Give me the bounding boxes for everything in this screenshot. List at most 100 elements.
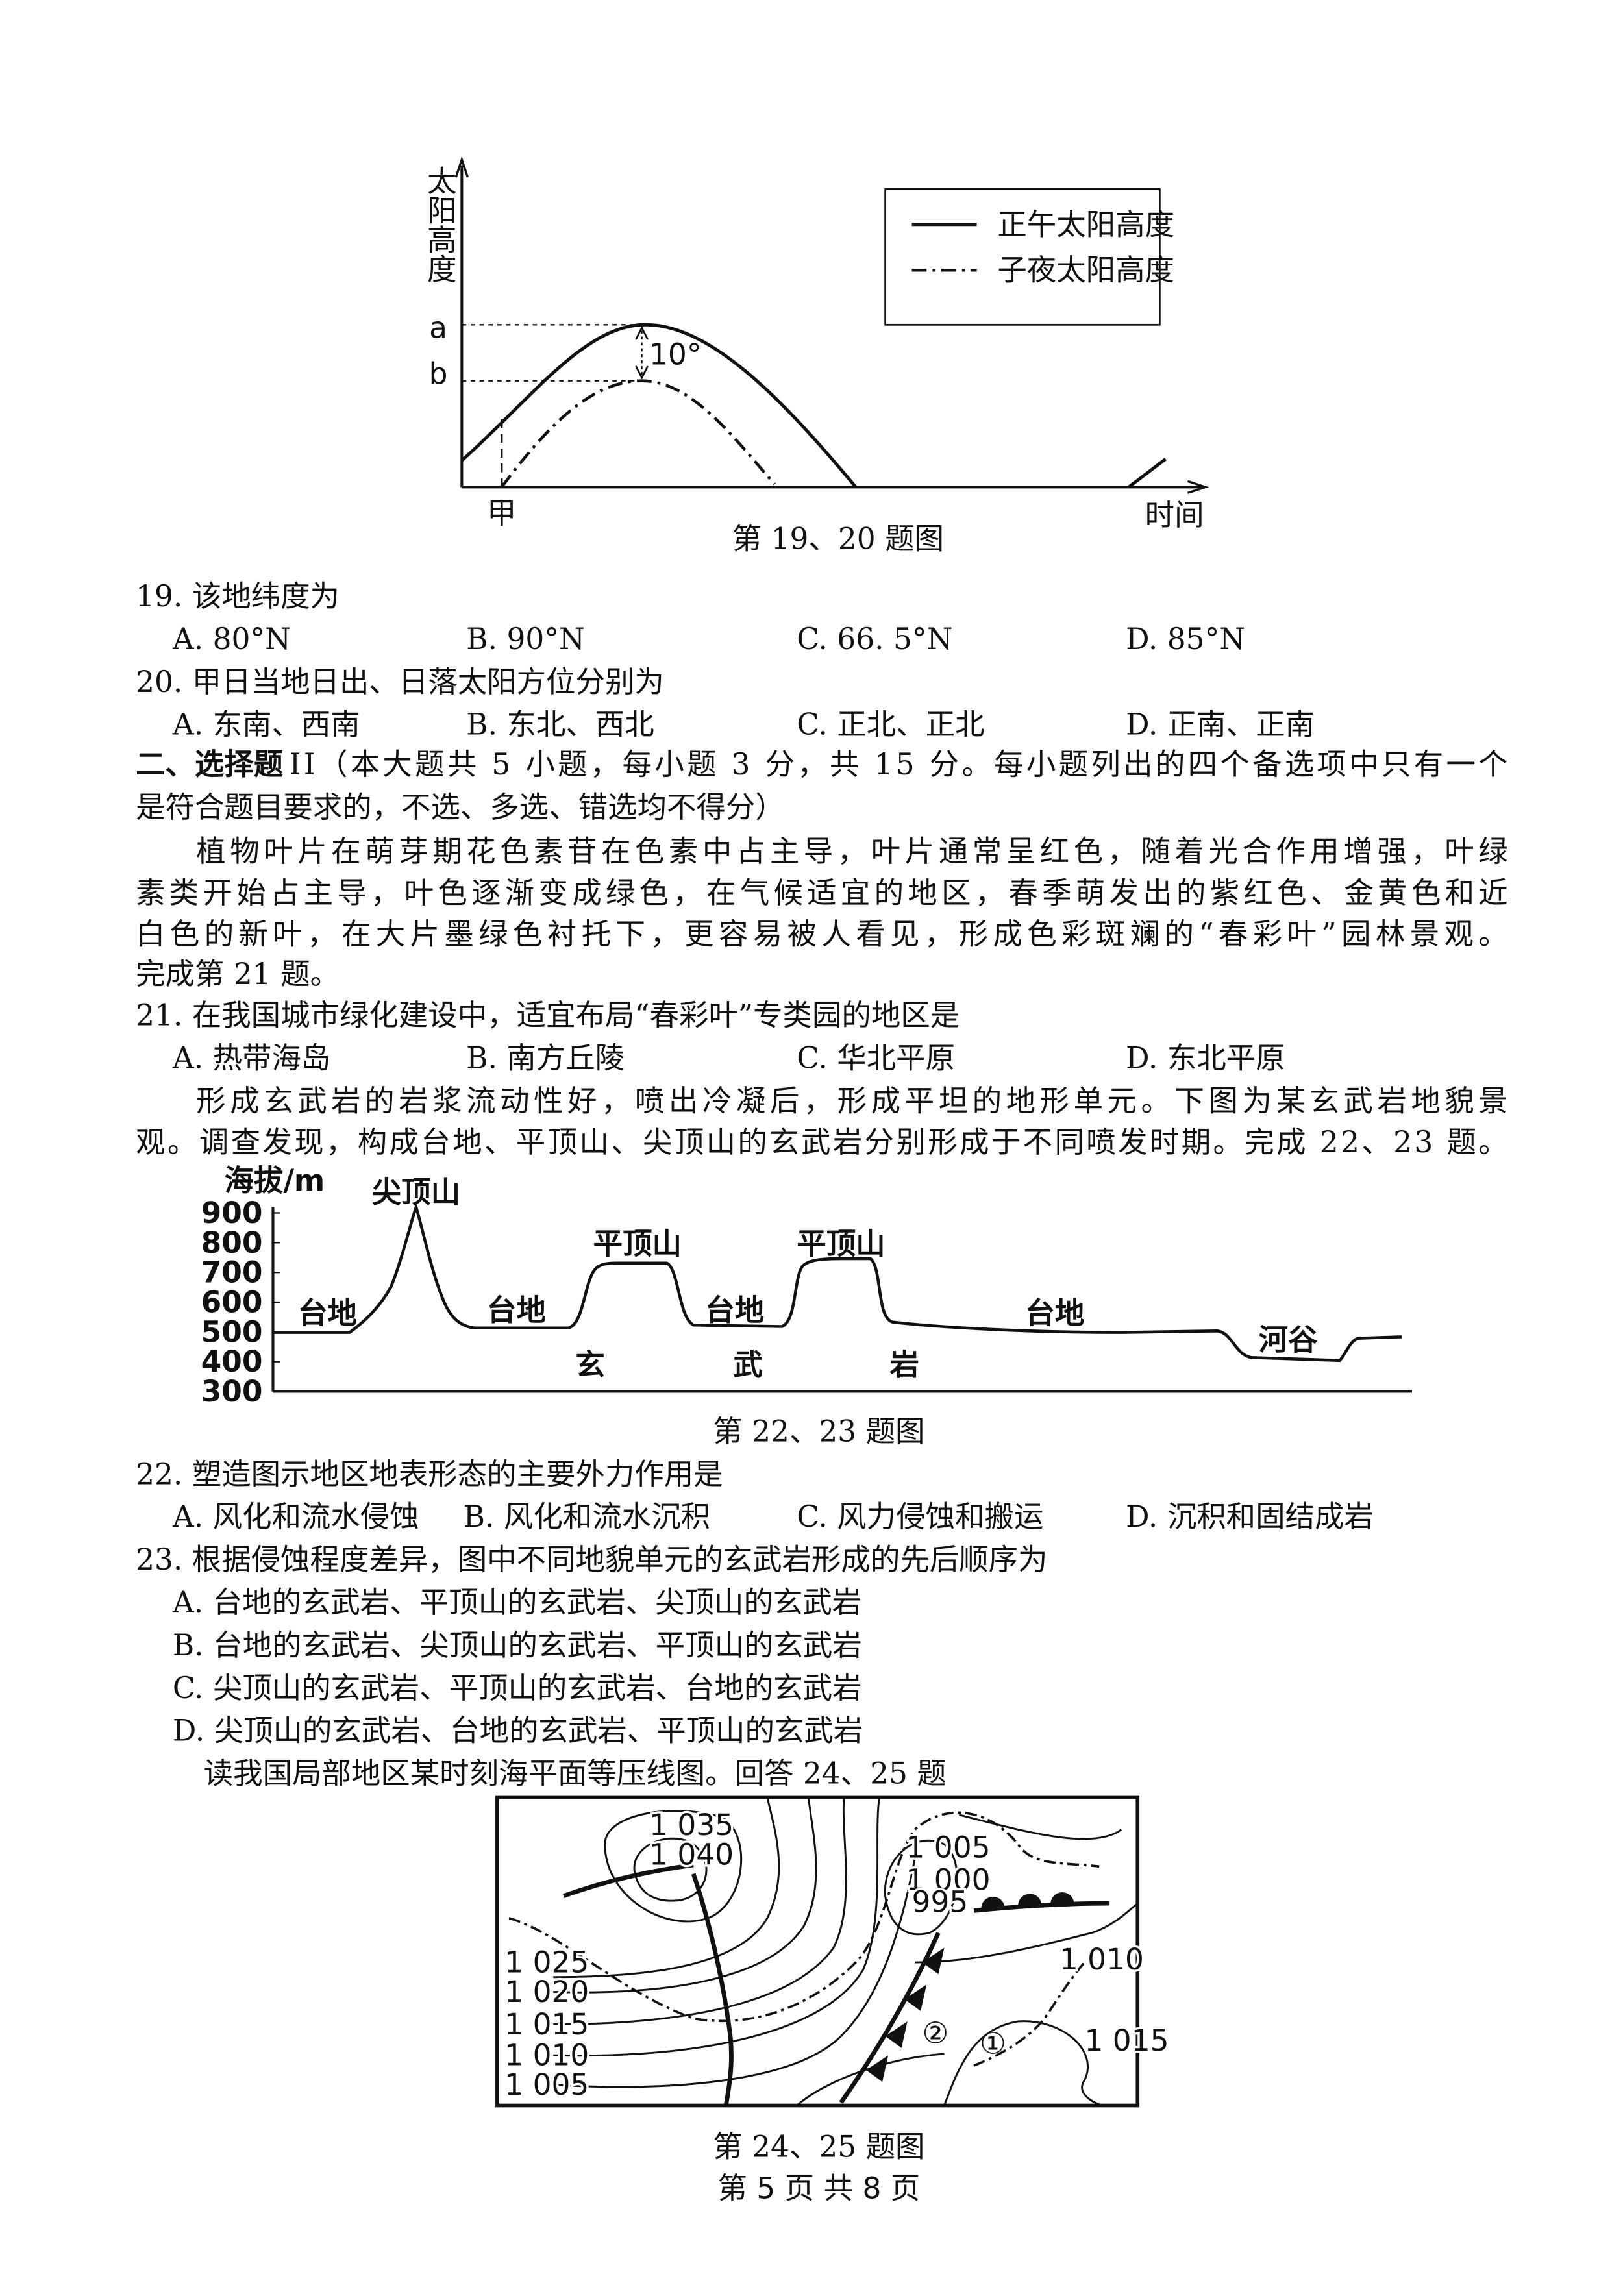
- isobar-label: 1 020: [504, 1975, 589, 2009]
- passage-line: 完成第 21 题。: [136, 957, 340, 991]
- figure-caption: 第 24、25 题图: [713, 2130, 924, 2164]
- rock-label: 岩: [889, 1348, 919, 1382]
- option: B. 台地的玄武岩、尖顶山的玄武岩、平顶山的玄武岩: [173, 1628, 862, 1662]
- peak-label: 尖顶山: [372, 1175, 460, 1209]
- point-label: ①: [980, 2027, 1006, 2061]
- option: C. 风力侵蚀和搬运: [797, 1500, 1043, 1534]
- passage-line: 形成玄武岩的岩浆流动性好，喷出冷凝后，形成平坦的地形单元。下图为某玄武岩地貌景: [196, 1083, 1507, 1118]
- isobar-label: 1 005: [504, 2068, 589, 2102]
- isobar-label: 1 000: [906, 1862, 990, 1897]
- angle-arrow-heads: [635, 325, 649, 380]
- option: A. 80°N: [172, 622, 291, 656]
- isobar: [553, 1797, 847, 2025]
- x-axis-label: 时间: [1145, 498, 1204, 532]
- legend-box: [884, 188, 1161, 326]
- isobar-label: 1 005: [906, 1830, 990, 1864]
- plateau-label: 台地: [298, 1296, 357, 1331]
- isobar-label: 1 015: [504, 2007, 589, 2042]
- passage-line: 白色的新叶，在大片墨绿色衬托下，更容易被人看见，形成色彩斑斓的“春彩叶”园林景观…: [136, 917, 1508, 951]
- isobar: [915, 1903, 1139, 1964]
- legend-label: 正午太阳高度: [997, 207, 1174, 241]
- option: B. 东北、西北: [466, 708, 654, 742]
- isobar: [958, 1814, 1122, 1840]
- y-axis-label: 海拔/m: [224, 1163, 325, 1198]
- legend-label: 子夜太阳高度: [997, 253, 1174, 288]
- isobar: [553, 1797, 881, 2057]
- plateau-label: 台地: [1026, 1296, 1085, 1331]
- isobar-label: 1 040: [649, 1838, 734, 1872]
- option: A. 东南、西南: [172, 708, 360, 742]
- page-footer: 第 5 页 共 8 页: [717, 2171, 920, 2205]
- option: D. 尖顶山的玄武岩、台地的玄武岩、平顶山的玄武岩: [173, 1714, 863, 1748]
- option: D. 正南、正南: [1126, 708, 1315, 742]
- isobar: [553, 1797, 780, 1979]
- y-tick-label: 700: [201, 1255, 263, 1290]
- warm-front-bumps: [981, 1892, 1074, 1910]
- question-stem: 20. 甲日当地日出、日落太阳方位分别为: [136, 665, 664, 699]
- question-stem: 19. 该地纬度为: [136, 579, 340, 613]
- question-stem: 21. 在我国城市绿化建设中，适宜布局“春彩叶”专类园的地区是: [136, 998, 960, 1032]
- option: B. 南方丘陵: [466, 1041, 625, 1075]
- option: A. 热带海岛: [172, 1041, 330, 1075]
- option: C. 尖顶山的玄武岩、平顶山的玄武岩、台地的玄武岩: [173, 1671, 862, 1705]
- isobar: [884, 1839, 958, 1936]
- isobar-label: 995: [912, 1884, 969, 1919]
- label-a: a: [429, 310, 447, 345]
- passage-line: 素类开始占主导，叶色逐渐变成绿色，在气候适宜的地区，春季萌发出的紫红色、金黄色和…: [136, 876, 1508, 910]
- rock-label: 玄: [575, 1348, 604, 1382]
- y-tick-label: 300: [201, 1374, 263, 1409]
- y-tick-label: 400: [201, 1344, 263, 1379]
- question-stem: 22. 塑造图示地区地表形态的主要外力作用是: [136, 1457, 723, 1491]
- valley-label: 河谷: [1259, 1322, 1318, 1357]
- figure-caption: 第 19、20 题图: [732, 521, 944, 556]
- figure-sun-altitude: [454, 156, 1209, 495]
- isobar-label: 1 010: [1059, 1942, 1144, 1977]
- front-line: [563, 1862, 694, 1898]
- mesa-label: 平顶山: [797, 1227, 885, 1261]
- midnight-curve: [500, 379, 776, 488]
- passage-line: 植物叶片在萌芽期花色素苷在色素中占主导，叶片通常呈红色，随着光合作用增强，叶绿: [196, 834, 1507, 869]
- section-text: II（本大题共 5 小题，每小题 3 分，共 15 分。每小题列出的四个备选项中…: [289, 747, 1507, 782]
- y-tick-label: 500: [201, 1315, 263, 1349]
- isobar: [633, 1837, 708, 1902]
- cold-front-teeth: [866, 1947, 945, 2082]
- cold-front: [839, 1932, 941, 2104]
- figure-caption: 第 22、23 题图: [713, 1414, 924, 1448]
- isobar: [553, 1858, 916, 2088]
- option: D. 沉积和固结成岩: [1126, 1500, 1374, 1534]
- section-heading: 二、选择题: [136, 747, 284, 782]
- option: A. 风化和流水侵蚀: [172, 1500, 419, 1534]
- section-text: 是符合题目要求的，不选、多选、错选均不得分）: [136, 790, 785, 824]
- isobar-label: 1 010: [504, 2038, 589, 2073]
- option: B. 风化和流水沉积: [464, 1500, 710, 1534]
- isobar-label: 1 025: [504, 1945, 589, 1980]
- option: D. 85°N: [1126, 622, 1245, 656]
- isobar-label: 1 015: [1084, 2023, 1169, 2058]
- passage-line: 观。调查发现，构成台地、平顶山、尖顶山的玄武岩分别形成于不同喷发时期。完成 22…: [136, 1125, 1508, 1159]
- y-axis-label: 太阳高度: [423, 166, 457, 284]
- boundary-line: [508, 1811, 1100, 2023]
- day-label: 甲: [487, 497, 516, 531]
- figure-isobar-map: [495, 1795, 1140, 2108]
- x-arrow: [1187, 480, 1209, 495]
- option: C. 华北平原: [797, 1041, 955, 1075]
- noon-curve: [460, 323, 858, 488]
- mesa-label: 平顶山: [593, 1227, 682, 1261]
- isobar: [604, 1810, 743, 1923]
- rock-label: 武: [734, 1348, 763, 1382]
- option: A. 台地的玄武岩、平顶山的玄武岩、尖顶山的玄武岩: [172, 1585, 861, 1620]
- figure-profile: [271, 1202, 1412, 1393]
- y-tick-label: 600: [201, 1285, 263, 1319]
- warm-front: [973, 1901, 1110, 1913]
- noon-curve-end: [1128, 458, 1167, 489]
- label-b: b: [429, 356, 448, 391]
- coastline: [943, 2020, 1104, 2106]
- trough-line: [691, 1873, 734, 2106]
- passage-line: 读我国局部地区某时刻海平面等压线图。回答 24、25 题: [204, 1757, 947, 1791]
- map-frame: [495, 1795, 1140, 2108]
- terrain-profile: [273, 1202, 1402, 1363]
- option: B. 90°N: [466, 622, 585, 656]
